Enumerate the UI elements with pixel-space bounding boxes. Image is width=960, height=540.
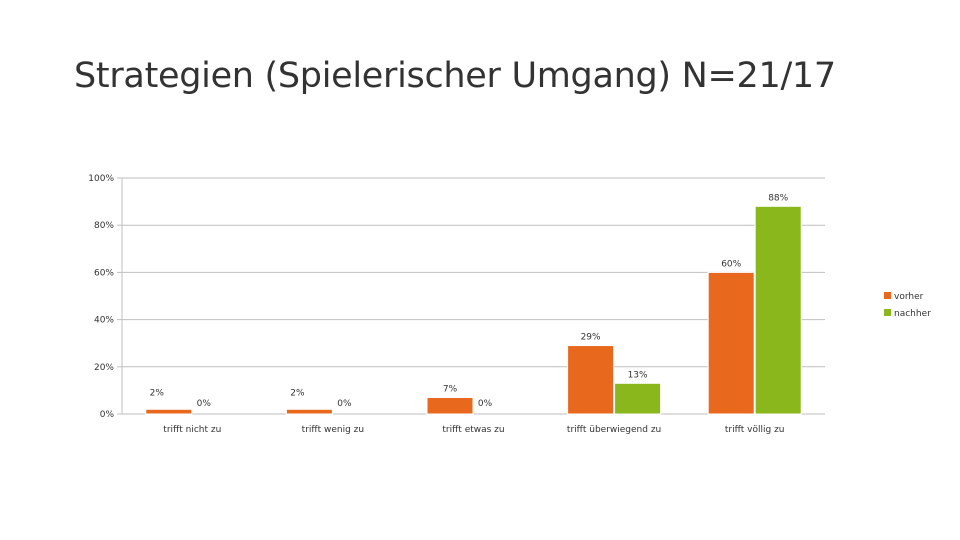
data-label-vorher: 60% bbox=[721, 259, 741, 269]
bar-nachher bbox=[614, 382, 662, 415]
bar-vorher bbox=[567, 345, 615, 415]
y-tick-label: 80% bbox=[94, 221, 114, 231]
y-tick-label: 60% bbox=[94, 268, 114, 278]
bar-vorher bbox=[285, 408, 333, 415]
bars bbox=[145, 205, 802, 415]
data-label-vorher: 2% bbox=[150, 388, 165, 398]
x-category-label: trifft überwiegend zu bbox=[567, 425, 661, 435]
x-category-label: trifft völlig zu bbox=[725, 425, 785, 435]
x-category-label: trifft etwas zu bbox=[442, 425, 504, 435]
legend-label-vorher: vorher bbox=[894, 292, 924, 302]
y-tick-label: 0% bbox=[100, 410, 115, 420]
y-tick-label: 20% bbox=[94, 363, 114, 373]
data-label-nachher: 88% bbox=[768, 193, 788, 203]
legend-label-nachher: nachher bbox=[894, 309, 931, 319]
bar-vorher bbox=[426, 396, 474, 415]
x-category-label: trifft nicht zu bbox=[163, 425, 221, 435]
bar-vorher bbox=[145, 408, 193, 415]
x-category-label: trifft wenig zu bbox=[302, 425, 364, 435]
data-label-nachher: 0% bbox=[337, 399, 352, 409]
data-label-nachher: 0% bbox=[197, 399, 212, 409]
data-labels: 2% 0% 2% 0% 7% 0% 29% 13% 60% 88% bbox=[150, 193, 789, 409]
chart-title: Strategien (Spielerischer Umgang) N=21/1… bbox=[74, 56, 836, 96]
legend-swatch-vorher bbox=[884, 292, 891, 299]
y-axis-ticks: 0% 20% 40% 60% 80% 100% bbox=[88, 174, 114, 420]
data-label-nachher: 13% bbox=[628, 370, 648, 380]
legend-swatch-nachher bbox=[884, 309, 891, 316]
x-axis-categories: trifft nicht zu trifft wenig zu trifft etw… bbox=[163, 425, 784, 435]
y-tick-label: 40% bbox=[94, 316, 114, 326]
data-label-nachher: 0% bbox=[478, 399, 493, 409]
legend: vorher nachher bbox=[884, 292, 931, 319]
data-label-vorher: 7% bbox=[443, 384, 458, 394]
data-label-vorher: 29% bbox=[581, 333, 601, 343]
bar-vorher bbox=[707, 271, 755, 415]
data-label-vorher: 2% bbox=[290, 388, 305, 398]
y-tick-label: 100% bbox=[88, 174, 114, 184]
bar-nachher bbox=[754, 205, 802, 415]
